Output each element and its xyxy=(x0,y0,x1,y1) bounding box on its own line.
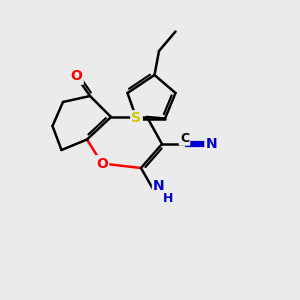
Text: S: S xyxy=(131,112,142,125)
Text: N: N xyxy=(206,137,217,151)
Text: O: O xyxy=(70,70,83,83)
Text: H: H xyxy=(163,191,173,205)
Text: C: C xyxy=(180,131,189,145)
Text: N: N xyxy=(153,179,165,193)
Text: O: O xyxy=(96,157,108,170)
